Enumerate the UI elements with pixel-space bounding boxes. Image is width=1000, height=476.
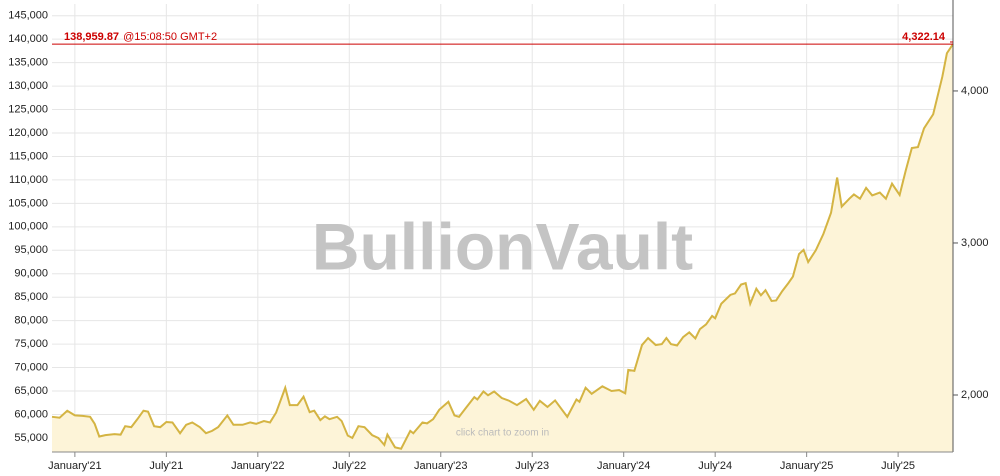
y2-tick-label: 2,000 <box>961 389 989 401</box>
y-tick-label: 110,000 <box>9 174 48 186</box>
x-tick-label: January'25 <box>780 460 833 472</box>
x-tick-label: January'24 <box>597 460 650 472</box>
x-tick-label: January'23 <box>414 460 467 472</box>
watermark: BullionVault <box>312 209 693 283</box>
x-tick-label: January'21 <box>48 460 101 472</box>
x-tick-label: July'23 <box>515 460 549 472</box>
y-tick-label: 70,000 <box>14 361 48 373</box>
line <box>51 43 954 450</box>
x-tick-label: July'25 <box>881 460 915 472</box>
y-tick-label: 120,000 <box>8 127 48 139</box>
y-tick-label: 100,000 <box>8 221 48 233</box>
y-tick-label: 90,000 <box>14 268 48 280</box>
x-tick-label: July'22 <box>332 460 366 472</box>
y2-tick-label: 4,000 <box>961 85 989 97</box>
x-tick-label: July'24 <box>698 460 732 472</box>
x-tick-label: January'22 <box>231 460 284 472</box>
x-tick-label: July'21 <box>149 460 183 472</box>
y-tick-label: 55,000 <box>14 432 48 444</box>
y-tick-label: 130,000 <box>8 80 48 92</box>
y-tick-label: 65,000 <box>14 385 48 397</box>
y-tick-label: 80,000 <box>14 315 48 327</box>
reference-label: 138,959.87 <box>64 31 119 43</box>
y-tick-label: 125,000 <box>8 103 48 115</box>
y2-tick-label: 3,000 <box>961 237 989 249</box>
y-tick-label: 85,000 <box>14 291 48 303</box>
y-tick-label: 95,000 <box>14 244 48 256</box>
y-tick-label: 75,000 <box>14 338 48 350</box>
reference-right-label: 4,322.14 <box>902 31 946 43</box>
y-tick-label: 60,000 <box>14 408 48 420</box>
y-tick-label: 140,000 <box>8 33 48 45</box>
y-tick-label: 135,000 <box>8 57 48 69</box>
y-tick-label: 105,000 <box>8 197 48 209</box>
y-tick-label: 115,000 <box>9 150 48 162</box>
zoom-hint: click chart to zoom in <box>456 428 549 439</box>
area <box>52 44 953 453</box>
reference-time: @15:08:50 GMT+2 <box>123 31 217 43</box>
y-tick-label: 145,000 <box>8 10 48 22</box>
